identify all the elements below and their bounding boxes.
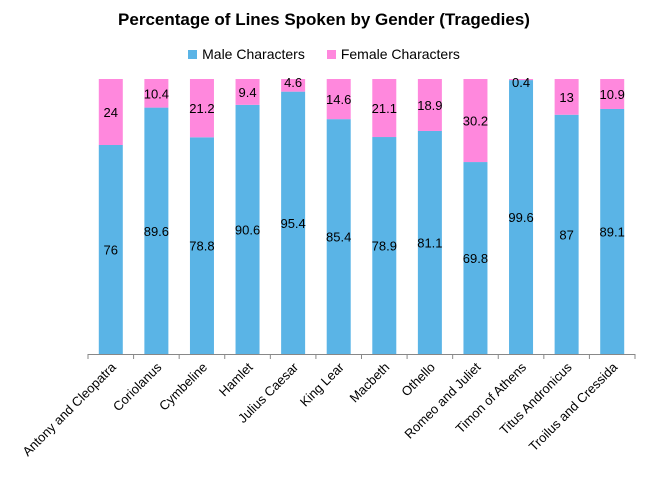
x-tick-label: Coriolanus <box>110 359 165 414</box>
bar-female <box>372 79 397 138</box>
data-label-female: 9.4 <box>239 85 257 100</box>
legend-entry-male: Male Characters <box>188 46 305 62</box>
x-tick-label: Troilus and Cressida <box>526 359 621 454</box>
bar-male <box>600 108 625 354</box>
data-label-male: 85.4 <box>326 230 351 245</box>
data-label-female: 21.1 <box>372 101 397 116</box>
bar-female <box>554 79 579 115</box>
data-label-male: 89.1 <box>600 224 625 239</box>
bar-female <box>463 79 488 163</box>
legend-label-male: Male Characters <box>202 46 305 62</box>
data-label-male: 81.1 <box>417 235 442 250</box>
bar-female <box>189 79 214 138</box>
data-label-female: 18.9 <box>417 98 442 113</box>
data-label-male: 89.6 <box>144 224 169 239</box>
data-label-male: 95.4 <box>280 216 305 231</box>
data-label-male: 87 <box>559 227 573 242</box>
data-label-male: 99.6 <box>508 210 533 225</box>
bar-female <box>326 79 351 120</box>
data-label-female: 24 <box>104 105 118 120</box>
legend-swatch-female <box>326 49 336 59</box>
bar-male <box>235 104 260 354</box>
bar-female <box>417 79 442 131</box>
bar-male <box>98 145 123 354</box>
x-tick-label: Othello <box>398 360 438 400</box>
legend: Male Characters Female Characters <box>0 46 648 62</box>
bar-male <box>463 162 488 354</box>
bar-female <box>281 79 306 92</box>
data-label-female: 14.6 <box>326 92 351 107</box>
data-label-female: 30.2 <box>463 114 488 129</box>
x-tick-label: Hamlet <box>216 359 256 399</box>
data-label-female: 21.2 <box>189 101 214 116</box>
data-label-male: 69.8 <box>463 251 488 266</box>
bar-male <box>372 137 397 354</box>
bar-female <box>235 79 260 105</box>
x-tick-label: Romeo and Juliet <box>401 359 483 441</box>
legend-swatch-male <box>188 49 198 59</box>
chart-title: Percentage of Lines Spoken by Gender (Tr… <box>118 10 530 29</box>
data-label-female: 13 <box>559 90 573 105</box>
data-label-female: 4.6 <box>284 75 302 90</box>
bar-male <box>189 137 214 354</box>
data-label-female: 0.4 <box>512 75 530 90</box>
data-label-male: 78.9 <box>372 239 397 254</box>
bar-male <box>417 130 442 354</box>
bar-male <box>144 107 169 354</box>
bar-male <box>326 119 351 355</box>
x-tick-label: Antony and Cleopatra <box>19 359 119 459</box>
x-tick-label: Cymbeline <box>156 360 210 414</box>
data-label-male: 78.8 <box>189 239 214 254</box>
bar-male <box>509 80 534 354</box>
bar-female <box>144 79 169 108</box>
bar-male <box>554 114 579 354</box>
bar-female <box>509 79 534 81</box>
bar-male <box>281 91 306 355</box>
data-label-female: 10.4 <box>144 86 169 101</box>
data-label-male: 90.6 <box>235 222 260 237</box>
x-tick-label: Macbeth <box>347 360 393 406</box>
legend-label-female: Female Characters <box>340 46 460 62</box>
bar-female <box>600 79 625 109</box>
data-label-female: 10.9 <box>600 87 625 102</box>
legend-entry-female: Female Characters <box>326 46 460 62</box>
bar-female <box>98 79 123 145</box>
data-label-male: 76 <box>104 243 118 258</box>
x-tick-label: King Lear <box>297 359 347 409</box>
